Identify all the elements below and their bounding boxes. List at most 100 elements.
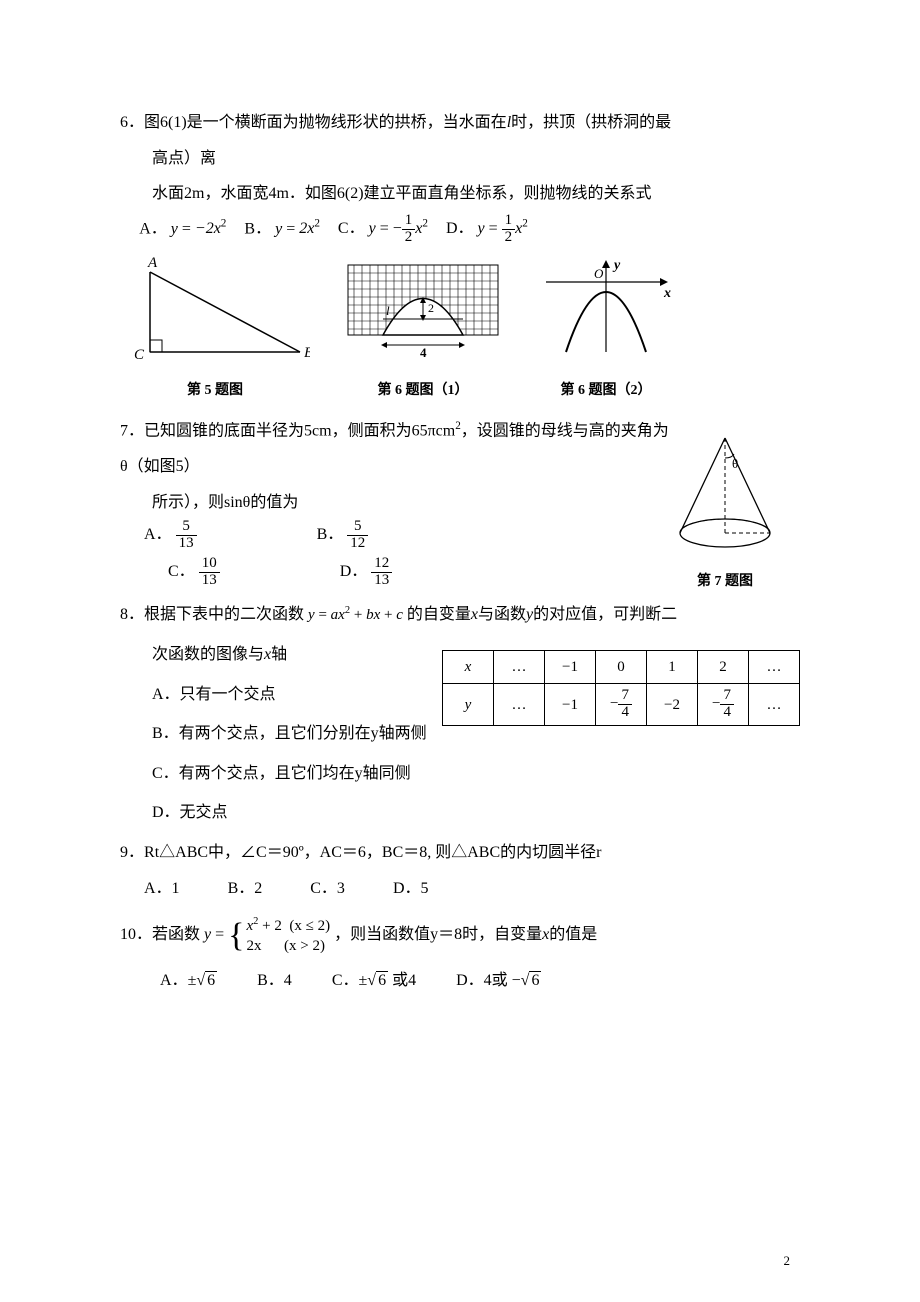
q10c-l: C． — [332, 972, 359, 989]
q8-x2: 1 — [647, 651, 698, 684]
q6-a-eq: = — [178, 220, 195, 237]
q10-c1c: (x ≤ 2) — [289, 918, 330, 934]
q6-d-y: y — [478, 220, 485, 237]
q7-opt-c: C． 1013 — [168, 556, 220, 589]
fig-q5-svg: A B C — [120, 257, 310, 367]
q10c-pm: ± — [359, 972, 368, 989]
question-8: x … −1 0 1 2 … y … −1 −74 −2 −74 … 8．根据下… — [120, 602, 800, 826]
q7-opt-a: A． 513 — [144, 519, 197, 552]
q6-options: A． y = −2x2 B． y = 2x2 C． y = −12x2 D． y… — [120, 213, 800, 246]
q6-c-eq: = − — [376, 220, 402, 237]
q8-y3: −74 — [698, 684, 749, 726]
fig-q6-2-cap: 第 6 题图（2） — [536, 380, 676, 402]
q8-a: ax — [331, 607, 345, 623]
q6-t1: 图6(1)是一个横断面为抛物线形状的拱桥，当水面在 — [144, 114, 507, 131]
question-7: θ 第 7 题图 7．已知圆锥的底面半径为5cm，侧面积为65πcm2，设圆锥的… — [120, 418, 800, 588]
q10-text: 10．若函数 y = { x2 + 2 (x ≤ 2) 2x (x > 2) ，… — [120, 915, 800, 956]
q7-t1: 已知圆锥的底面半径为5cm，侧面积为65πcm — [144, 423, 455, 440]
q10-options: A．±√6 B．4 C．±√6 或4 D．4或 −√6 — [120, 968, 800, 994]
q8-x3: 2 — [698, 651, 749, 684]
page-number: 2 — [784, 1251, 791, 1272]
q6-d-sup: 2 — [522, 217, 528, 229]
q9-text: 9．Rt△ABC中，∠C＝90º，AC＝6，BC＝8, 则△ABC的内切圆半径r — [120, 840, 800, 866]
q7b-l: B． — [317, 526, 344, 543]
fig6a-l: l — [386, 303, 390, 318]
q7b-n: 5 — [347, 519, 368, 536]
q10a-pm: ± — [188, 972, 197, 989]
q8-th-x: x — [443, 651, 494, 684]
q6-d-label: D． — [446, 220, 474, 237]
q10c-p: 或4 — [388, 972, 416, 989]
q8-c: c — [396, 607, 403, 623]
q6-c-label: C． — [338, 220, 365, 237]
q6-a-rhs: −2x — [195, 220, 221, 237]
q7-num: 7． — [120, 423, 144, 440]
q9-opt-c: C．3 — [310, 876, 345, 902]
fig-q6-1-svg: l 2 4 — [338, 257, 508, 367]
q8-xvar: x — [471, 606, 478, 623]
q8-t1b: 的自变量 — [407, 606, 471, 623]
q10-opt-b: B．4 — [257, 968, 292, 994]
q6-b-label: B． — [244, 220, 271, 237]
q10a-l: A． — [160, 972, 188, 989]
q6-d-num: 1 — [502, 213, 516, 230]
q6-c-den: 2 — [402, 230, 416, 246]
q6-d-den: 2 — [502, 230, 516, 246]
q10-c2c: (x > 2) — [284, 938, 325, 954]
fig-q6-1: l 2 4 第 6 题图（1） — [338, 257, 508, 402]
q6-num: 6． — [120, 114, 144, 131]
q8-d1: … — [494, 651, 545, 684]
q10-t1: 若函数 — [152, 926, 200, 943]
q10-opt-d: D．4或 −√6 — [456, 968, 541, 994]
q8-y: y — [308, 607, 315, 623]
q8-y1: −74 — [596, 684, 647, 726]
q6-t1b: 时，拱顶（拱桥洞的最 — [511, 114, 671, 131]
q6-b-rhs: 2x — [299, 220, 314, 237]
q6-opt-d: D． y = 12x2 — [446, 213, 528, 246]
q8-th-y: y — [443, 684, 494, 726]
q8-b: bx — [366, 607, 380, 623]
q6-opt-a: A． y = −2x2 — [139, 216, 226, 242]
q6-a-label: A． — [139, 220, 167, 237]
fig-q5-A: A — [147, 257, 158, 271]
q8-d2: … — [749, 651, 800, 684]
q6-d-eq: = — [485, 220, 502, 237]
fig6b-y: y — [612, 258, 621, 273]
q6-c-num: 1 — [402, 213, 416, 230]
q8-t2: 次函数的图像与 — [152, 646, 264, 663]
q8-eq: = — [315, 607, 331, 623]
q6-b-eq: = — [282, 220, 299, 237]
q6-opt-c: C． y = −12x2 — [338, 213, 428, 246]
q7d-l: D． — [340, 563, 368, 580]
fig6a-4: 4 — [420, 345, 427, 360]
q6-a-sup: 2 — [221, 218, 227, 230]
table-row: x … −1 0 1 2 … — [443, 651, 800, 684]
q9-opt-b: B．2 — [228, 876, 263, 902]
q8-y1-n: 7 — [618, 688, 632, 705]
q8-line1: 8．根据下表中的二次函数 y = ax2 + bx + c 的自变量x与函数y的… — [120, 602, 800, 628]
q8-t1c: 与函数 — [478, 606, 526, 623]
q10-piecewise: { x2 + 2 (x ≤ 2) 2x (x > 2) — [228, 915, 330, 956]
q10-t3: 的值是 — [549, 926, 597, 943]
q7d-n: 12 — [371, 556, 392, 573]
q7-opt-d: D． 1213 — [340, 556, 393, 589]
q8-t1: 根据下表中的二次函数 — [144, 606, 304, 623]
q6-d-frac: 12 — [502, 213, 516, 246]
q10-eq: = — [211, 926, 228, 943]
q8-y2: −2 — [647, 684, 698, 726]
q8-y0: −1 — [545, 684, 596, 726]
q8-y1-d: 4 — [618, 705, 632, 721]
q6-opt-b: B． y = 2x2 — [244, 216, 320, 242]
q6-c-sup: 2 — [422, 217, 428, 229]
q8-opt-d: D．无交点 — [120, 800, 800, 826]
q8-x0: −1 — [545, 651, 596, 684]
q8-d4: … — [749, 684, 800, 726]
fig-q6-2-svg: y x O — [536, 257, 676, 367]
q9-options: A．1 B．2 C．3 D．5 — [120, 876, 800, 902]
q8-t2b: 轴 — [271, 646, 287, 663]
q7a-d: 13 — [176, 536, 197, 552]
q7a-n: 5 — [176, 519, 197, 536]
q6-line2: 高点）离 — [120, 146, 800, 172]
q8-x1: 0 — [596, 651, 647, 684]
q7a-l: A． — [144, 526, 172, 543]
